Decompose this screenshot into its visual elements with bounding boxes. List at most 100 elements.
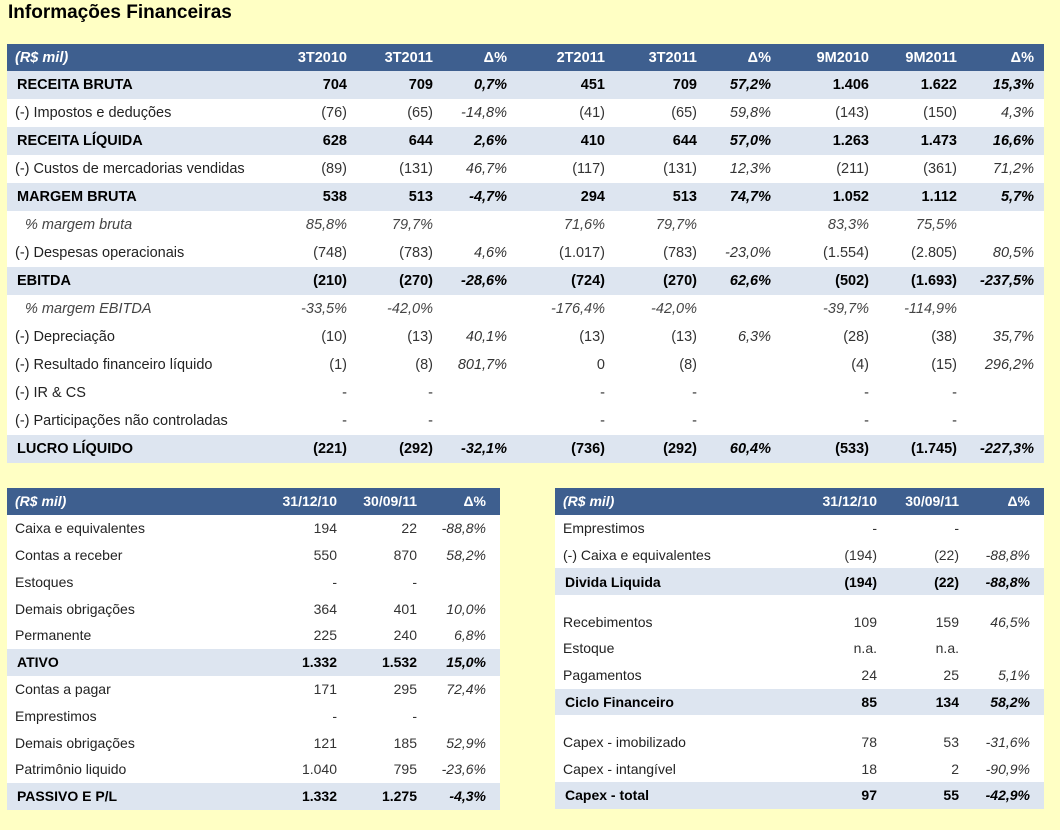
cell-value: 0 xyxy=(596,357,605,373)
cell-value: (783) xyxy=(663,245,697,261)
spacer-row xyxy=(555,715,1044,729)
cell-value: 225 xyxy=(313,627,337,644)
cell-value: (22) xyxy=(934,546,959,563)
income-statement-table: (R$ mil) 3T2010 3T2011 Δ% 2T2011 3T2011 Δ% 9M20… xyxy=(7,44,1044,463)
header-col-2: 30/09/11 xyxy=(881,488,965,515)
cell-value xyxy=(963,295,1044,323)
cell-value: - xyxy=(952,385,957,401)
table-row: Estoques - - xyxy=(7,568,500,595)
cell-value: 795 xyxy=(393,761,417,778)
cell-value xyxy=(805,715,881,729)
cell-value: (8) xyxy=(679,357,697,373)
table-row: Capex - intangível 18 2 -90,9% xyxy=(555,755,1044,782)
cell-value xyxy=(439,379,517,407)
cell-value: 16,6% xyxy=(963,127,1044,155)
table-row: (-) Despesas operacionais (748) (783) 4,6% (… xyxy=(7,239,1044,267)
cell-value: - xyxy=(428,385,433,401)
cell-value: 25 xyxy=(943,667,959,684)
cell-value: (117) xyxy=(572,161,605,177)
cell-value: 78 xyxy=(861,733,877,750)
table-row: Recebimentos 109 159 46,5% xyxy=(555,608,1044,635)
header-col-1: 31/12/10 xyxy=(805,488,881,515)
cell-value: 295 xyxy=(393,680,417,697)
cell-value: 0,7% xyxy=(439,71,517,99)
table-row: (-) Participações não controladas - - - - - - xyxy=(7,407,1044,435)
cell-value: - xyxy=(864,385,869,401)
header-col-8: 9M2011 xyxy=(875,44,963,71)
balance-sheet-table: (R$ mil) 31/12/10 30/09/11 Δ% Caixa e equiv… xyxy=(7,488,500,810)
row-label: Capex - total xyxy=(555,781,805,809)
header-col-2: 30/09/11 xyxy=(341,488,423,515)
cell-value: - xyxy=(952,413,957,429)
table-row: PASSIVO E P/L 1.332 1.275 -4,3% xyxy=(7,782,500,810)
cell-value: 121 xyxy=(313,734,337,751)
cell-value: 97 xyxy=(805,781,881,809)
cell-value: 4,6% xyxy=(473,245,507,261)
cell-value xyxy=(965,515,1044,542)
cell-value: 10,0% xyxy=(446,600,486,617)
cell-value: (502) xyxy=(781,267,875,295)
row-label: Emprestimos xyxy=(15,707,97,724)
cell-value: (22) xyxy=(881,568,965,596)
table-row: Capex - total 97 55 -42,9% xyxy=(555,781,1044,809)
cell-value: (8) xyxy=(415,357,433,373)
header-units: (R$ mil) xyxy=(555,488,805,515)
cell-value: - xyxy=(692,385,697,401)
cell-value: 644 xyxy=(611,127,703,155)
cell-value: (1) xyxy=(329,357,347,373)
cell-value: 159 xyxy=(935,613,959,630)
row-label xyxy=(555,715,805,729)
cell-value: (724) xyxy=(517,267,611,295)
row-label: ATIVO xyxy=(7,648,259,676)
table-row: RECEITA LÍQUIDA 628 644 2,6% 410 644 57,0% 1.26… xyxy=(7,127,1044,155)
cell-value: (150) xyxy=(923,105,957,121)
row-label: Recebimentos xyxy=(563,613,653,630)
cell-value: -31,6% xyxy=(985,733,1030,750)
cell-value xyxy=(703,295,781,323)
cell-value: 364 xyxy=(313,600,337,617)
cell-value: 1.332 xyxy=(259,648,341,676)
row-label: (-) Despesas operacionais xyxy=(15,245,185,261)
table-row: MARGEM BRUTA 538 513 -4,7% 294 513 74,7% 1.052 1… xyxy=(7,183,1044,211)
cell-value: 513 xyxy=(353,183,439,211)
cell-value xyxy=(963,407,1044,435)
cell-value: 6,8% xyxy=(454,627,486,644)
cell-value: -4,3% xyxy=(423,782,500,810)
row-label: Capex - imobilizado xyxy=(563,733,686,750)
cell-value: (65) xyxy=(671,105,697,121)
cell-value: n.a. xyxy=(853,640,877,657)
cell-value xyxy=(881,715,965,729)
header-col-4: 2T2011 xyxy=(517,44,611,71)
cell-value: 52,9% xyxy=(446,734,486,751)
cell-value: - xyxy=(600,385,605,401)
cell-value: 6,3% xyxy=(737,329,771,345)
cell-value: -39,7% xyxy=(823,301,869,317)
cell-value xyxy=(423,568,500,595)
row-label: Ciclo Financeiro xyxy=(555,688,805,716)
cell-value: 709 xyxy=(353,71,439,99)
cell-value: 628 xyxy=(275,127,353,155)
cell-value: 2 xyxy=(951,760,959,777)
row-label: LUCRO LÍQUIDO xyxy=(7,435,275,463)
cell-value: (131) xyxy=(663,161,697,177)
cell-value: -42,0% xyxy=(651,301,697,317)
cell-value xyxy=(703,407,781,435)
row-label: Demais obrigações xyxy=(15,734,135,751)
cell-value: 35,7% xyxy=(992,329,1034,345)
cell-value: 1.332 xyxy=(259,782,341,810)
row-label: Divida Liquida xyxy=(555,568,805,596)
cell-value: 1.052 xyxy=(781,183,875,211)
cell-value xyxy=(965,715,1044,729)
cell-value: (361) xyxy=(923,161,957,177)
cell-value: (13) xyxy=(407,329,433,345)
cell-value: (10) xyxy=(321,329,347,345)
header-col-6: Δ% xyxy=(703,44,781,71)
cell-value: -23,6% xyxy=(441,761,486,778)
cell-value: (211) xyxy=(836,161,869,177)
cell-value: 79,7% xyxy=(391,217,433,233)
cell-value: (1.745) xyxy=(875,435,963,463)
cell-value: 62,6% xyxy=(703,267,781,295)
cell-value: 71,2% xyxy=(992,161,1034,177)
cell-value: 801,7% xyxy=(457,357,507,373)
table-row: Patrimônio liquido 1.040 795 -23,6% xyxy=(7,756,500,783)
